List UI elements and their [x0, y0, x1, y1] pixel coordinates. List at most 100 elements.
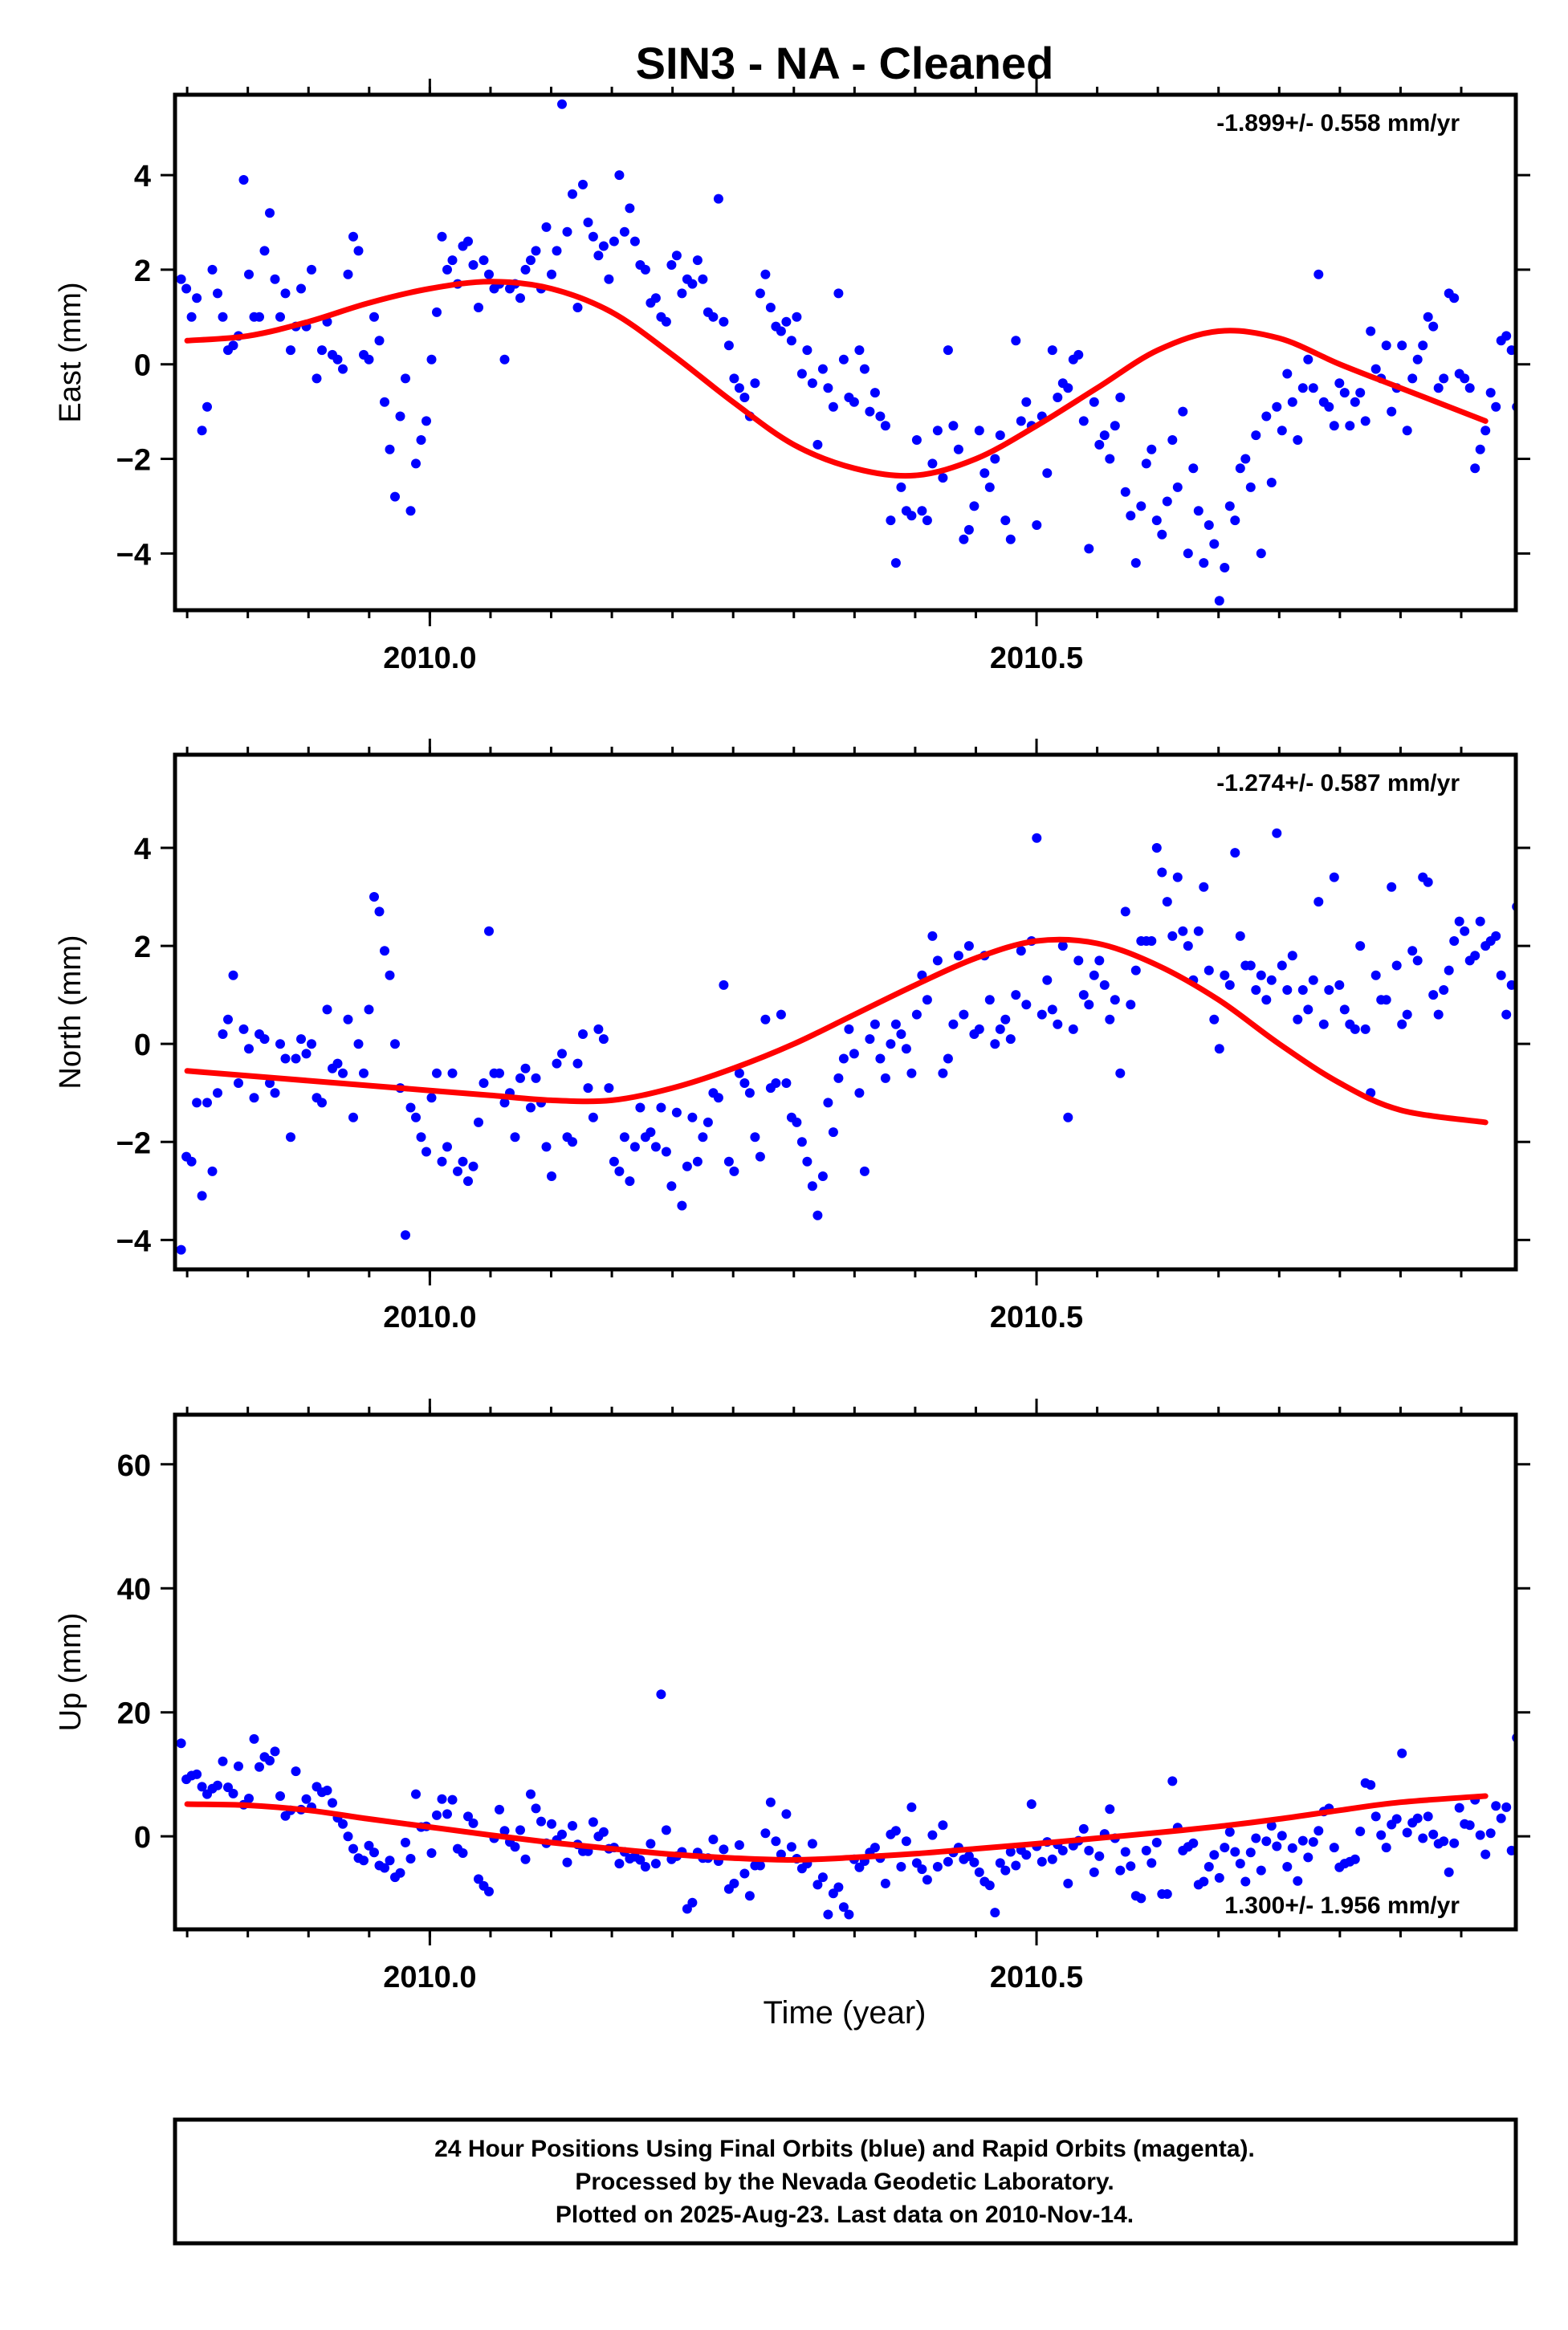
data-point — [547, 1171, 556, 1181]
data-point — [1297, 383, 1308, 393]
data-point — [598, 1827, 609, 1837]
data-point — [755, 1860, 765, 1871]
data-point — [380, 397, 389, 407]
data-point — [844, 1024, 854, 1034]
data-point — [1141, 1845, 1151, 1855]
data-point — [1016, 946, 1026, 956]
data-point — [411, 1789, 421, 1799]
data-point — [1449, 293, 1460, 303]
data-point — [312, 373, 322, 384]
data-point — [1272, 401, 1282, 412]
data-point — [562, 226, 572, 237]
data-point — [1439, 985, 1449, 995]
data-point — [1120, 1847, 1130, 1857]
data-point — [192, 1098, 202, 1108]
data-point — [1146, 444, 1157, 454]
data-point — [1026, 1799, 1037, 1809]
data-point — [1209, 1850, 1220, 1860]
data-point — [390, 491, 400, 502]
data-point — [1120, 906, 1130, 917]
data-point — [1313, 897, 1324, 907]
data-point — [1517, 369, 1527, 379]
data-point — [1355, 941, 1366, 951]
data-point — [197, 1782, 207, 1792]
data-point — [677, 1200, 687, 1211]
data-point — [906, 511, 917, 521]
data-point — [1506, 980, 1516, 990]
data-point — [729, 373, 739, 384]
x-tick-label: 2010.0 — [383, 642, 476, 675]
data-point — [671, 1107, 682, 1118]
data-point — [948, 421, 959, 431]
data-point — [1428, 990, 1439, 1000]
data-point — [609, 236, 619, 246]
data-point — [348, 1843, 358, 1854]
data-point — [1501, 1802, 1512, 1812]
data-point — [568, 1821, 577, 1831]
data-point — [703, 1117, 713, 1127]
data-point — [807, 378, 817, 389]
data-point — [1423, 877, 1433, 887]
data-point — [270, 1088, 280, 1098]
data-point — [1412, 354, 1423, 365]
data-point — [374, 336, 385, 346]
data-point — [1559, 265, 1568, 275]
data-point — [286, 345, 295, 356]
data-point — [1183, 941, 1193, 951]
data-point — [640, 264, 650, 275]
data-point — [1366, 326, 1376, 336]
data-point — [510, 1842, 520, 1852]
data-point — [1042, 468, 1053, 479]
data-point — [1136, 1893, 1146, 1904]
y-tick-label: 0 — [134, 349, 151, 383]
data-point — [698, 274, 708, 284]
data-point — [865, 1034, 875, 1045]
data-point — [1057, 1845, 1068, 1855]
data-point — [1528, 961, 1537, 971]
data-point — [1240, 1876, 1251, 1887]
data-point — [307, 264, 316, 275]
data-point — [499, 354, 510, 365]
data-point — [432, 307, 442, 317]
data-point — [432, 1068, 442, 1078]
data-point — [176, 1738, 186, 1749]
data-point — [1277, 1831, 1287, 1841]
data-point — [629, 236, 640, 246]
data-point — [1543, 336, 1553, 345]
data-point — [499, 1826, 510, 1836]
data-point — [1021, 1850, 1032, 1860]
data-point — [890, 1019, 901, 1029]
data-point — [1397, 340, 1407, 351]
data-point — [1099, 980, 1110, 990]
data-point — [708, 1835, 719, 1844]
data-point — [1105, 1804, 1115, 1815]
data-point — [416, 435, 426, 445]
data-point — [1251, 985, 1261, 995]
data-point — [583, 1083, 593, 1094]
data-point — [813, 439, 823, 450]
data-point — [343, 1831, 353, 1842]
data-point — [1402, 1827, 1412, 1838]
data-point — [1089, 970, 1099, 980]
x-tick-label: 2010.5 — [990, 1961, 1083, 1994]
y-tick-label: −2 — [116, 1126, 151, 1160]
y-tick-label: 60 — [117, 1449, 151, 1483]
data-point — [270, 1746, 280, 1757]
data-point — [1162, 1889, 1172, 1899]
data-point — [1235, 1859, 1245, 1869]
data-point — [1439, 373, 1449, 384]
data-point — [1037, 1856, 1047, 1867]
data-point — [1350, 397, 1360, 407]
data-point — [755, 288, 765, 299]
data-point — [1475, 916, 1485, 927]
data-point — [943, 1856, 953, 1867]
data-point — [317, 1098, 327, 1108]
data-point — [713, 1093, 723, 1103]
data-point — [1053, 393, 1063, 402]
data-point — [963, 941, 974, 951]
data-point — [948, 1019, 959, 1029]
data-point — [817, 1872, 828, 1883]
data-point — [1423, 1811, 1433, 1822]
data-point — [296, 283, 306, 294]
x-axis-label: Time (year) — [764, 1995, 927, 2031]
